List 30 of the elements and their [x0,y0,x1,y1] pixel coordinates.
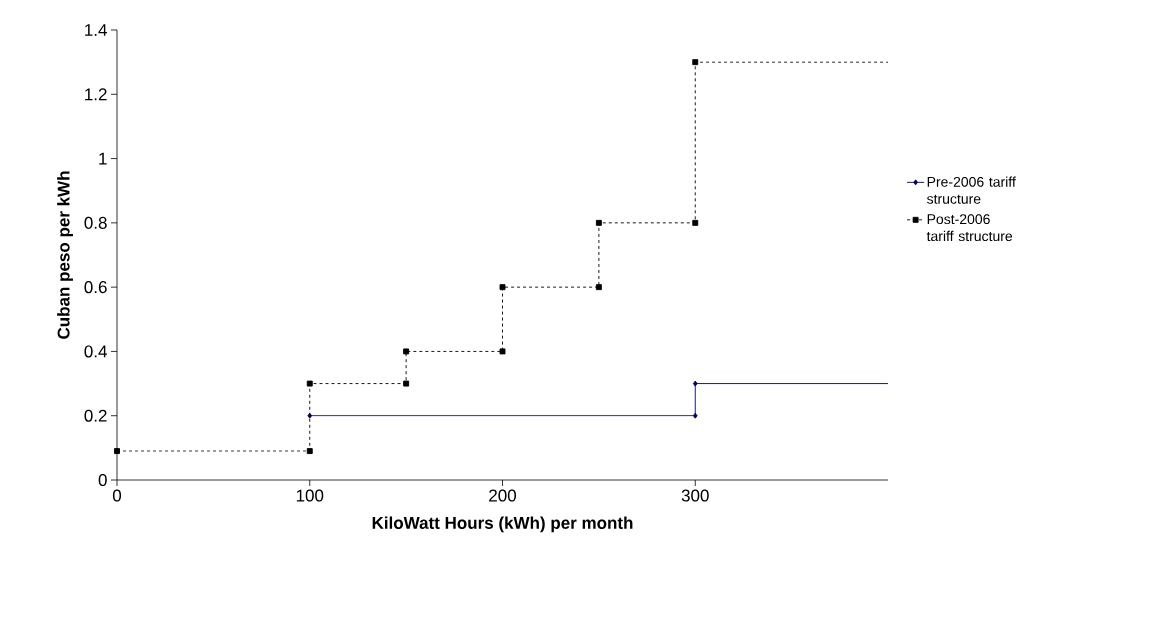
point [114,448,120,455]
point [692,219,699,226]
y-tick-label: 0.2 [84,409,107,422]
point [499,284,506,291]
point [307,412,313,419]
y-tick-label: 1.2 [85,88,107,101]
point [595,284,602,291]
y-tick-label: 1 [99,152,107,165]
point [306,380,313,387]
y-axis-title: Cuban peso per kWh [57,171,73,339]
point [306,448,313,455]
point [595,219,602,226]
x-tick-label: 100 [296,489,324,502]
x-tick-label: 0 [112,489,122,502]
x-axis-title: KiloWatt Hours (kWh) per month [372,516,633,533]
y-tick-label: 1.4 [85,24,107,36]
x-tick-label: 300 [681,489,709,502]
y-tick-label: 0 [98,473,107,487]
point [692,412,698,419]
point [499,348,506,355]
legend-label: Pre-2006 tariff structure [926,176,1016,204]
x-tick-label: 200 [489,489,517,502]
y-tick-label: 0.6 [84,281,107,294]
y-tick-label: 0.8 [84,216,107,229]
point [692,380,698,387]
y-tick-label: 0.4 [84,345,107,358]
legend-label: Post-2006 tariff structure [926,214,1013,242]
point [692,59,699,66]
point [403,348,410,355]
point [403,380,410,387]
